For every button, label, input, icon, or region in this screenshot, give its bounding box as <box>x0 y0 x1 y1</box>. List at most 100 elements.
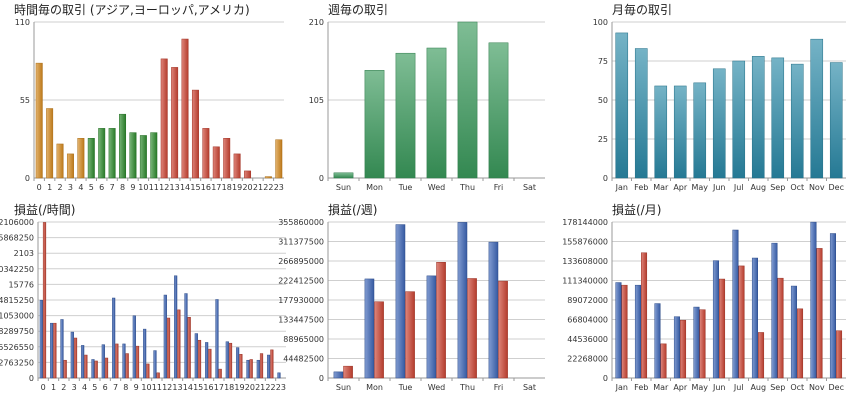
bar-series-1-Sun <box>343 365 353 379</box>
x-tick-label: Jul <box>733 383 744 392</box>
x-tick-label: Sep <box>770 383 785 392</box>
bar-series-1-7 <box>115 343 119 379</box>
x-tick-label: 0 <box>41 383 46 392</box>
bar-Aug <box>751 56 765 179</box>
bar-series-1-4 <box>84 354 88 379</box>
bar-2 <box>56 143 64 179</box>
bar-series-0-Mar <box>654 303 661 379</box>
bar-series-0-16 <box>205 342 209 379</box>
y-tick-label: 15776 <box>9 280 34 289</box>
bar-series-1-Jan <box>621 284 628 379</box>
x-tick-label: 10 <box>138 183 148 192</box>
y-tick-label: 1053000 <box>0 312 34 321</box>
bar-0 <box>35 62 43 179</box>
x-tick-label: 0 <box>37 183 42 192</box>
x-tick-label: 11 <box>149 183 159 192</box>
y-tick-label: 2106000 <box>0 218 34 227</box>
bar-series-1-13 <box>177 309 181 379</box>
bar-May <box>693 82 707 179</box>
y-tick-label: 66804000 <box>567 316 608 325</box>
x-tick-label: 9 <box>130 183 135 192</box>
bar-series-1-Jul <box>738 265 745 379</box>
x-tick-label: Jan <box>615 183 628 192</box>
x-tick-label: Jan <box>615 383 628 392</box>
bar-Wed <box>426 47 447 179</box>
x-tick-label: 19 <box>232 183 242 192</box>
x-tick-label: 1 <box>51 383 56 392</box>
y-tick-label: 25 <box>598 135 608 144</box>
y-tick-label: 44536000 <box>567 335 608 344</box>
y-tick-label: 2365868250 <box>0 234 34 243</box>
y-tick-label: 0 <box>603 174 608 183</box>
bar-17 <box>212 146 220 179</box>
chart-title: 損益(/月) <box>612 202 661 217</box>
bar-Oct <box>790 63 804 179</box>
bar-series-0-3 <box>70 331 74 379</box>
y-tick-label: 133608000 <box>562 257 608 266</box>
bar-series-1-5 <box>94 360 98 379</box>
bar-series-0-7 <box>112 297 116 379</box>
x-tick-label: 18 <box>224 383 234 392</box>
x-tick-label: Sat <box>523 383 536 392</box>
x-tick-label: Tue <box>398 183 413 192</box>
x-tick-label: Aug <box>750 183 766 192</box>
bar-series-1-14 <box>187 317 191 379</box>
y-tick-label: 355860000 <box>278 218 324 227</box>
y-tick-label: 110 <box>15 18 30 27</box>
bar-series-1-Fri <box>498 280 508 379</box>
bar-18 <box>223 138 231 179</box>
bar-16 <box>202 128 210 179</box>
bar-Tue <box>395 52 416 179</box>
bar-series-1-Dec <box>836 330 843 379</box>
bar-series-1-Aug <box>758 332 765 379</box>
bar-Sep <box>771 57 785 179</box>
y-tick-label: 111340000 <box>562 277 608 286</box>
x-tick-label: 23 <box>276 383 286 392</box>
y-tick-label: 311377500 <box>278 238 324 247</box>
bar-series-0-Jun <box>712 260 720 379</box>
x-tick-label: May <box>691 383 708 392</box>
chart-panel-3: 損益(/時間) 0 262763250 5526550 788289750 1053000… <box>0 202 286 392</box>
x-tick-label: Dec <box>829 383 844 392</box>
x-tick-label: Tue <box>398 383 413 392</box>
y-tick-label: 788289750 <box>0 327 34 336</box>
x-tick-label: Fri <box>494 383 504 392</box>
bar-series-1-15 <box>197 339 202 379</box>
bar-series-1-May <box>699 309 706 379</box>
bar-series-0-4 <box>81 345 85 379</box>
bar-series-0-Wed <box>426 275 437 379</box>
x-tick-label: 5 <box>89 183 94 192</box>
x-tick-label: 3 <box>68 183 73 192</box>
bar-22 <box>264 176 272 179</box>
x-tick-label: 12 <box>159 183 169 192</box>
x-tick-label: 16 <box>201 183 211 192</box>
x-tick-label: 11 <box>152 383 162 392</box>
x-tick-label: Aug <box>750 383 766 392</box>
x-tick-label: 21 <box>255 383 265 392</box>
bar-series-1-18 <box>228 342 233 379</box>
x-tick-label: 17 <box>211 183 221 192</box>
chart-panel-1: 週毎の取引 0 105 210 Sun Mon Tue Wed Thu Fri Sat <box>309 2 545 192</box>
x-tick-label: 1 <box>47 183 52 192</box>
bar-series-0-18 <box>225 341 229 379</box>
bar-series-1-17 <box>218 368 222 379</box>
bar-series-0-Aug <box>751 257 759 379</box>
y-tick-label: 155876000 <box>562 238 608 247</box>
x-tick-label: 15 <box>193 383 203 392</box>
x-tick-label: Mar <box>653 383 669 392</box>
x-tick-label: 8 <box>120 183 125 192</box>
bar-series-0-Feb <box>634 284 642 379</box>
x-tick-label: 8 <box>123 383 128 392</box>
y-tick-label: 262763250 <box>0 358 34 367</box>
x-tick-label: Jun <box>712 383 726 392</box>
bar-5 <box>87 138 95 179</box>
chart-title: 損益(/週) <box>328 202 377 217</box>
chart-title: 月毎の取引 <box>612 2 672 17</box>
bar-Jan <box>615 32 629 179</box>
y-tick-label: 105 <box>309 96 324 105</box>
bar-series-1-Wed <box>436 262 446 379</box>
bar-series-1-Jun <box>719 278 726 379</box>
x-tick-label: 23 <box>274 183 284 192</box>
bar-series-1-19 <box>239 354 243 379</box>
bar-Jul <box>732 60 746 179</box>
